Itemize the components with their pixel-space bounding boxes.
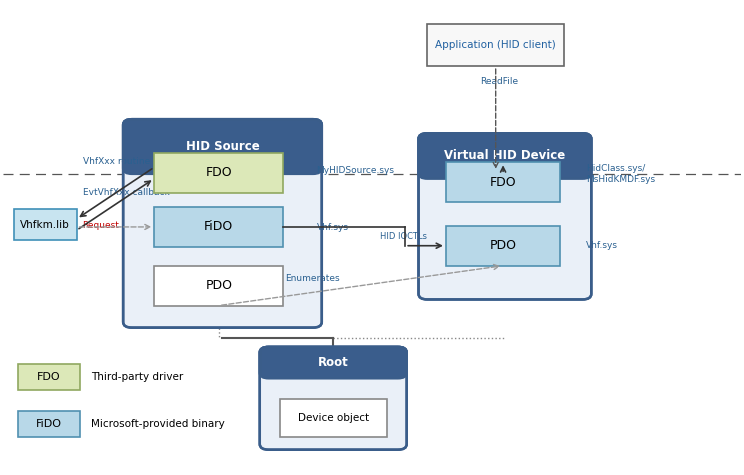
Text: Root: Root bbox=[318, 356, 349, 369]
Bar bbox=[427, 24, 564, 66]
FancyBboxPatch shape bbox=[260, 347, 407, 450]
FancyBboxPatch shape bbox=[419, 133, 591, 299]
FancyBboxPatch shape bbox=[260, 347, 407, 378]
Bar bbox=[270, 352, 397, 374]
Bar bbox=[18, 411, 80, 437]
Text: Vhfkm.lib: Vhfkm.lib bbox=[20, 219, 70, 229]
Text: HID IOCTLs: HID IOCTLs bbox=[380, 232, 427, 241]
FancyBboxPatch shape bbox=[124, 119, 322, 328]
Text: Device object: Device object bbox=[298, 413, 369, 423]
FancyBboxPatch shape bbox=[419, 133, 591, 179]
Text: Enumerates: Enumerates bbox=[286, 274, 340, 283]
Text: PDO: PDO bbox=[490, 239, 516, 252]
Text: FiDO: FiDO bbox=[204, 220, 234, 233]
Bar bbox=[154, 207, 283, 247]
Text: MyHIDSource.sys: MyHIDSource.sys bbox=[317, 166, 394, 175]
Text: PDO: PDO bbox=[205, 279, 232, 292]
Text: Request: Request bbox=[83, 221, 119, 230]
Text: Third-party driver: Third-party driver bbox=[92, 372, 184, 382]
Text: EvtVhfXxx callback: EvtVhfXxx callback bbox=[83, 189, 170, 198]
Bar bbox=[154, 153, 283, 193]
Bar bbox=[446, 162, 560, 202]
Text: FDO: FDO bbox=[490, 176, 516, 189]
Bar bbox=[446, 226, 560, 266]
Text: FiDO: FiDO bbox=[36, 419, 62, 429]
Text: Vhf.sys: Vhf.sys bbox=[317, 223, 349, 232]
Bar bbox=[18, 364, 80, 390]
Text: FDO: FDO bbox=[205, 166, 232, 180]
FancyBboxPatch shape bbox=[124, 119, 322, 174]
Text: VhfXxx routine: VhfXxx routine bbox=[83, 157, 150, 166]
Text: Vhf.sys: Vhf.sys bbox=[586, 241, 618, 250]
Text: HID Source: HID Source bbox=[185, 140, 260, 153]
Bar bbox=[154, 266, 283, 305]
Text: Microsoft-provided binary: Microsoft-provided binary bbox=[92, 419, 225, 429]
Bar bbox=[280, 399, 387, 437]
Text: ReadFile: ReadFile bbox=[480, 76, 518, 86]
Bar bbox=[429, 139, 581, 174]
Text: FDO: FDO bbox=[37, 372, 61, 382]
Text: HidClass.sys/
MsHidKMDF.sys: HidClass.sys/ MsHidKMDF.sys bbox=[586, 164, 655, 184]
Text: Virtual HID Device: Virtual HID Device bbox=[444, 150, 565, 162]
Bar bbox=[14, 209, 77, 240]
Text: Application (HID client): Application (HID client) bbox=[435, 40, 556, 50]
Bar bbox=[133, 125, 312, 169]
